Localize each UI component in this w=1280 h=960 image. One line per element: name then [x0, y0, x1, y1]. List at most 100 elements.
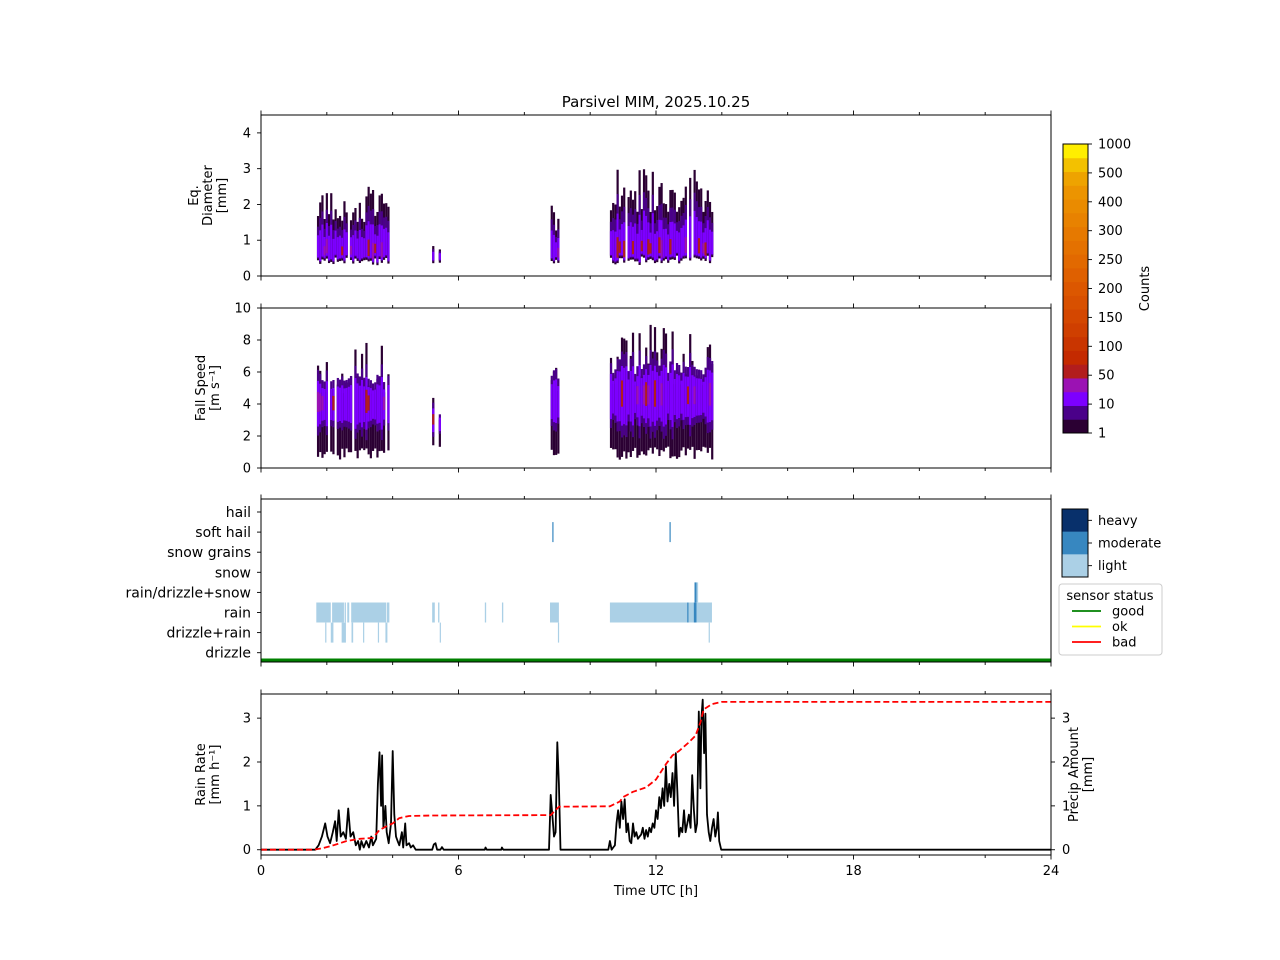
rain-rate-axis-label: Rain Rate[mm h⁻¹]	[194, 743, 223, 806]
count-cell	[682, 225, 685, 256]
count-cell	[697, 378, 701, 416]
y-tick-label: 3	[243, 712, 251, 727]
count-cell	[673, 223, 676, 258]
count-cell	[552, 234, 556, 261]
count-cell	[629, 370, 632, 422]
count-cell	[658, 375, 661, 418]
count-cell	[669, 372, 672, 421]
count-cell	[629, 222, 632, 257]
count-cell	[618, 241, 621, 253]
colorbar-band	[1063, 226, 1088, 241]
count-cell	[645, 382, 648, 406]
count-cell	[325, 238, 328, 254]
count-cell	[642, 385, 646, 405]
count-cell	[620, 224, 624, 256]
y-tick-label: 8	[243, 334, 251, 349]
count-cell	[332, 238, 335, 262]
y-tick-label-right: 1	[1062, 799, 1070, 814]
x-tick-label: 12	[648, 864, 665, 879]
colorbar-tick-label: 100	[1098, 340, 1123, 355]
colorbar-band	[1063, 157, 1088, 173]
count-cell	[708, 382, 712, 406]
precip-type-label: snow grains	[167, 545, 251, 561]
y-tick-label: 6	[243, 366, 251, 381]
intensity-colorbar: heavy moderate light	[1061, 508, 1161, 578]
count-cell	[662, 229, 665, 258]
count-cell	[358, 385, 361, 423]
counts-colorbar: 1 10 50 100 150 200 250 300 400 500 1000 Counts	[1062, 138, 1153, 442]
count-cell	[684, 237, 687, 253]
precip-type-label: soft hail	[195, 525, 251, 541]
y-tick-label: 4	[243, 126, 251, 141]
precip-type-segment	[550, 602, 559, 623]
count-cell	[614, 231, 617, 262]
intensity-swatch	[1062, 554, 1088, 578]
precip-type-segment	[484, 602, 487, 623]
count-cell	[658, 237, 661, 254]
count-cell	[647, 385, 650, 405]
colorbar-band	[1063, 144, 1088, 159]
count-cell	[380, 377, 383, 430]
legend-box	[1058, 583, 1163, 656]
rain-rate-axis-label-line: Rain Rate	[194, 743, 209, 806]
count-cell	[620, 380, 624, 407]
count-cell	[678, 232, 681, 261]
x-tick-label: 24	[1043, 864, 1060, 879]
count-cell	[380, 242, 383, 258]
precip-type-label: drizzle+rain	[166, 626, 251, 642]
fall-speed-panel: 0 2 4 6 8 10 Fall Speed[m s⁻¹]	[194, 302, 1052, 477]
count-cell	[327, 235, 331, 261]
colorbar-label: Counts	[1138, 266, 1153, 312]
count-cell	[642, 210, 646, 255]
count-cell	[360, 237, 364, 259]
precip-type-segment	[316, 602, 331, 623]
count-cell	[680, 380, 683, 414]
count-cell	[332, 395, 335, 411]
count-cell	[555, 242, 558, 258]
colorbar-band	[1063, 281, 1088, 296]
count-cell	[691, 375, 694, 419]
precip-type-segment	[687, 602, 689, 623]
colorbar-tick-label: 250	[1098, 253, 1123, 268]
x-axis-label: Time UTC [h]	[613, 884, 698, 899]
fall-speed-axis-label: Fall Speed[m s⁻¹]	[194, 355, 223, 421]
fall-speed-axis-label-line: Fall Speed	[194, 355, 209, 421]
precip-type-segment	[363, 622, 365, 643]
count-cell	[330, 388, 333, 421]
y-tick-label: 0	[243, 462, 251, 477]
y-tick-label: 2	[243, 755, 251, 770]
count-cell	[636, 233, 639, 259]
precip-type-segment	[351, 602, 387, 623]
colorbar-tick-label: 1000	[1098, 138, 1131, 153]
rain-rate-axis-label-line: [mm h⁻¹]	[208, 745, 223, 805]
precip-type-segment	[332, 602, 344, 623]
count-cell	[345, 232, 348, 255]
count-cell	[374, 389, 377, 420]
count-cell	[349, 385, 353, 424]
count-cell	[693, 386, 696, 405]
count-cell	[638, 365, 641, 427]
count-cell	[706, 220, 709, 253]
count-cell	[438, 417, 441, 432]
count-cell	[636, 386, 639, 405]
diameter-axis-label-line: [mm]	[215, 178, 230, 213]
diameter-axis-label: Eq.Diameter[mm]	[187, 165, 230, 226]
y-tick-label: 2	[243, 430, 251, 445]
colorbar-tick-label: 200	[1098, 282, 1123, 297]
diameter-axis-label-line: Diameter	[201, 165, 216, 226]
count-cell	[432, 414, 435, 425]
count-cell	[671, 364, 674, 427]
y-tick-label: 10	[234, 302, 251, 317]
count-cell	[675, 230, 679, 253]
count-cell	[667, 234, 670, 260]
count-cell	[653, 233, 657, 261]
colorbar-tick-label: 400	[1098, 195, 1123, 210]
count-cell	[673, 378, 676, 416]
colorbar-band	[1063, 364, 1088, 379]
count-cell	[352, 235, 355, 261]
colorbar-band	[1063, 267, 1088, 283]
count-cell	[345, 387, 348, 421]
count-cell	[378, 385, 381, 423]
precip-type-label: drizzle	[205, 646, 251, 662]
